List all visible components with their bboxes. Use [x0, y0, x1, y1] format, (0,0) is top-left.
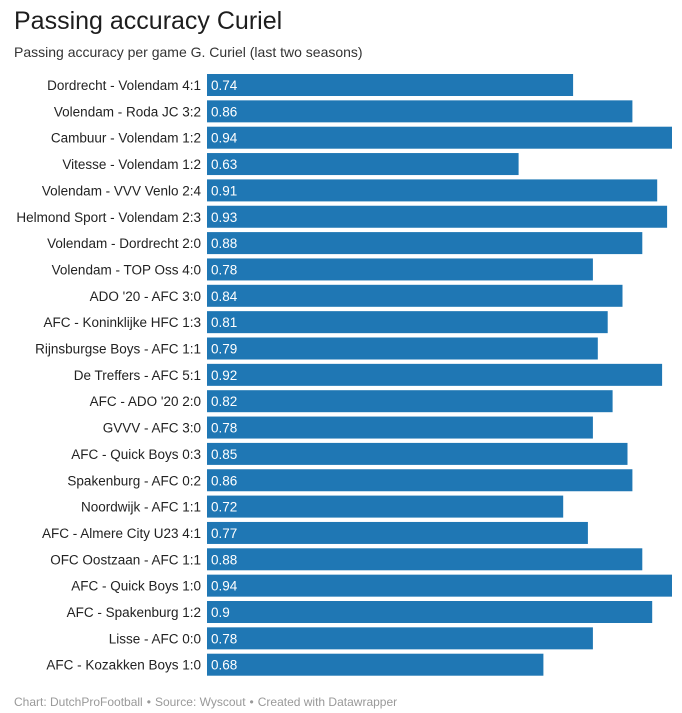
category-label: Cambuur - Volendam 1:2 — [51, 131, 201, 146]
bar — [207, 416, 593, 439]
footer-chart-credit: Chart: DutchProFootball — [14, 695, 143, 709]
category-label: Lisse - AFC 0:0 — [109, 631, 201, 646]
footer-separator: • — [146, 695, 151, 709]
bar — [207, 205, 668, 228]
bar — [207, 232, 643, 255]
bar — [207, 469, 633, 492]
value-label: 0.92 — [211, 368, 237, 383]
footer-created-with: Created with Datawrapper — [257, 695, 398, 709]
bar — [207, 311, 608, 334]
bar — [207, 153, 519, 176]
category-label: AFC - Koninklijke HFC 1:3 — [43, 315, 201, 330]
bar — [207, 548, 643, 571]
bar — [207, 284, 623, 307]
bar — [207, 627, 593, 650]
bar — [207, 390, 613, 413]
category-label: Spakenburg - AFC 0:2 — [67, 473, 201, 488]
value-label: 0.68 — [211, 658, 237, 673]
bar — [207, 521, 588, 544]
value-label: 0.78 — [211, 631, 237, 646]
value-label: 0.9 — [211, 605, 230, 620]
value-label: 0.79 — [211, 342, 237, 357]
value-label: 0.91 — [211, 183, 237, 198]
bar — [207, 601, 653, 623]
chart-footer: Chart: DutchProFootball • Source: Wyscout •… — [14, 695, 397, 710]
bar — [207, 363, 663, 386]
bar-chart: Dordrecht - Volendam 4:1 0.74 Volendam - R… — [16, 74, 672, 676]
category-label: Volendam - Roda JC 3:2 — [54, 104, 201, 119]
category-label: AFC - Quick Boys 1:0 — [71, 579, 201, 594]
value-label: 0.94 — [211, 579, 238, 594]
category-label: AFC - Kozakken Boys 1:0 — [46, 658, 201, 673]
category-label: AFC - Almere City U23 4:1 — [42, 526, 201, 541]
value-label: 0.72 — [211, 500, 237, 515]
category-label: AFC - ADO '20 2:0 — [90, 394, 201, 409]
value-label: 0.93 — [211, 210, 237, 225]
chart-title: Passing accuracy Curiel — [14, 7, 283, 35]
category-label: Vitesse - Volendam 1:2 — [62, 157, 201, 172]
category-label: OFC Oostzaan - AFC 1:1 — [50, 552, 201, 567]
value-label: 0.63 — [211, 157, 237, 172]
category-label: ADO '20 - AFC 3:0 — [90, 289, 201, 304]
bar — [207, 258, 593, 281]
category-label: Helmond Sport - Volendam 2:3 — [16, 210, 201, 225]
category-label: Rijnsburgse Boys - AFC 1:1 — [35, 342, 201, 357]
bar — [207, 100, 633, 123]
value-label: 0.81 — [211, 315, 237, 330]
bar — [207, 574, 672, 597]
bar — [207, 653, 544, 676]
value-label: 0.84 — [211, 289, 238, 304]
bar — [207, 495, 564, 518]
category-label: Volendam - VVV Venlo 2:4 — [42, 183, 202, 198]
value-label: 0.88 — [211, 236, 237, 251]
value-label: 0.78 — [211, 421, 237, 436]
category-label: Volendam - TOP Oss 4:0 — [52, 262, 201, 277]
chart-subtitle: Passing accuracy per game G. Curiel (las… — [14, 44, 363, 60]
footer-separator: • — [249, 695, 254, 709]
value-label: 0.74 — [211, 78, 238, 93]
category-label: AFC - Spakenburg 1:2 — [67, 605, 201, 620]
value-label: 0.86 — [211, 104, 237, 119]
category-label: Dordrecht - Volendam 4:1 — [47, 78, 201, 93]
category-label: AFC - Quick Boys 0:3 — [71, 447, 201, 462]
bar — [207, 337, 598, 360]
category-label: De Treffers - AFC 5:1 — [74, 368, 201, 383]
bar — [207, 179, 658, 202]
bar — [207, 442, 628, 465]
value-label: 0.82 — [211, 394, 237, 409]
value-label: 0.77 — [211, 526, 237, 541]
value-label: 0.86 — [211, 473, 237, 488]
value-label: 0.78 — [211, 262, 237, 277]
bar — [207, 74, 574, 96]
category-label: GVVV - AFC 3:0 — [103, 421, 201, 436]
value-label: 0.85 — [211, 447, 237, 462]
value-label: 0.94 — [211, 131, 238, 146]
category-label: Volendam - Dordrecht 2:0 — [47, 236, 201, 251]
value-label: 0.88 — [211, 552, 237, 567]
bar — [207, 126, 672, 149]
footer-source: Source: Wyscout — [154, 695, 246, 709]
category-label: Noordwijk - AFC 1:1 — [81, 500, 201, 515]
